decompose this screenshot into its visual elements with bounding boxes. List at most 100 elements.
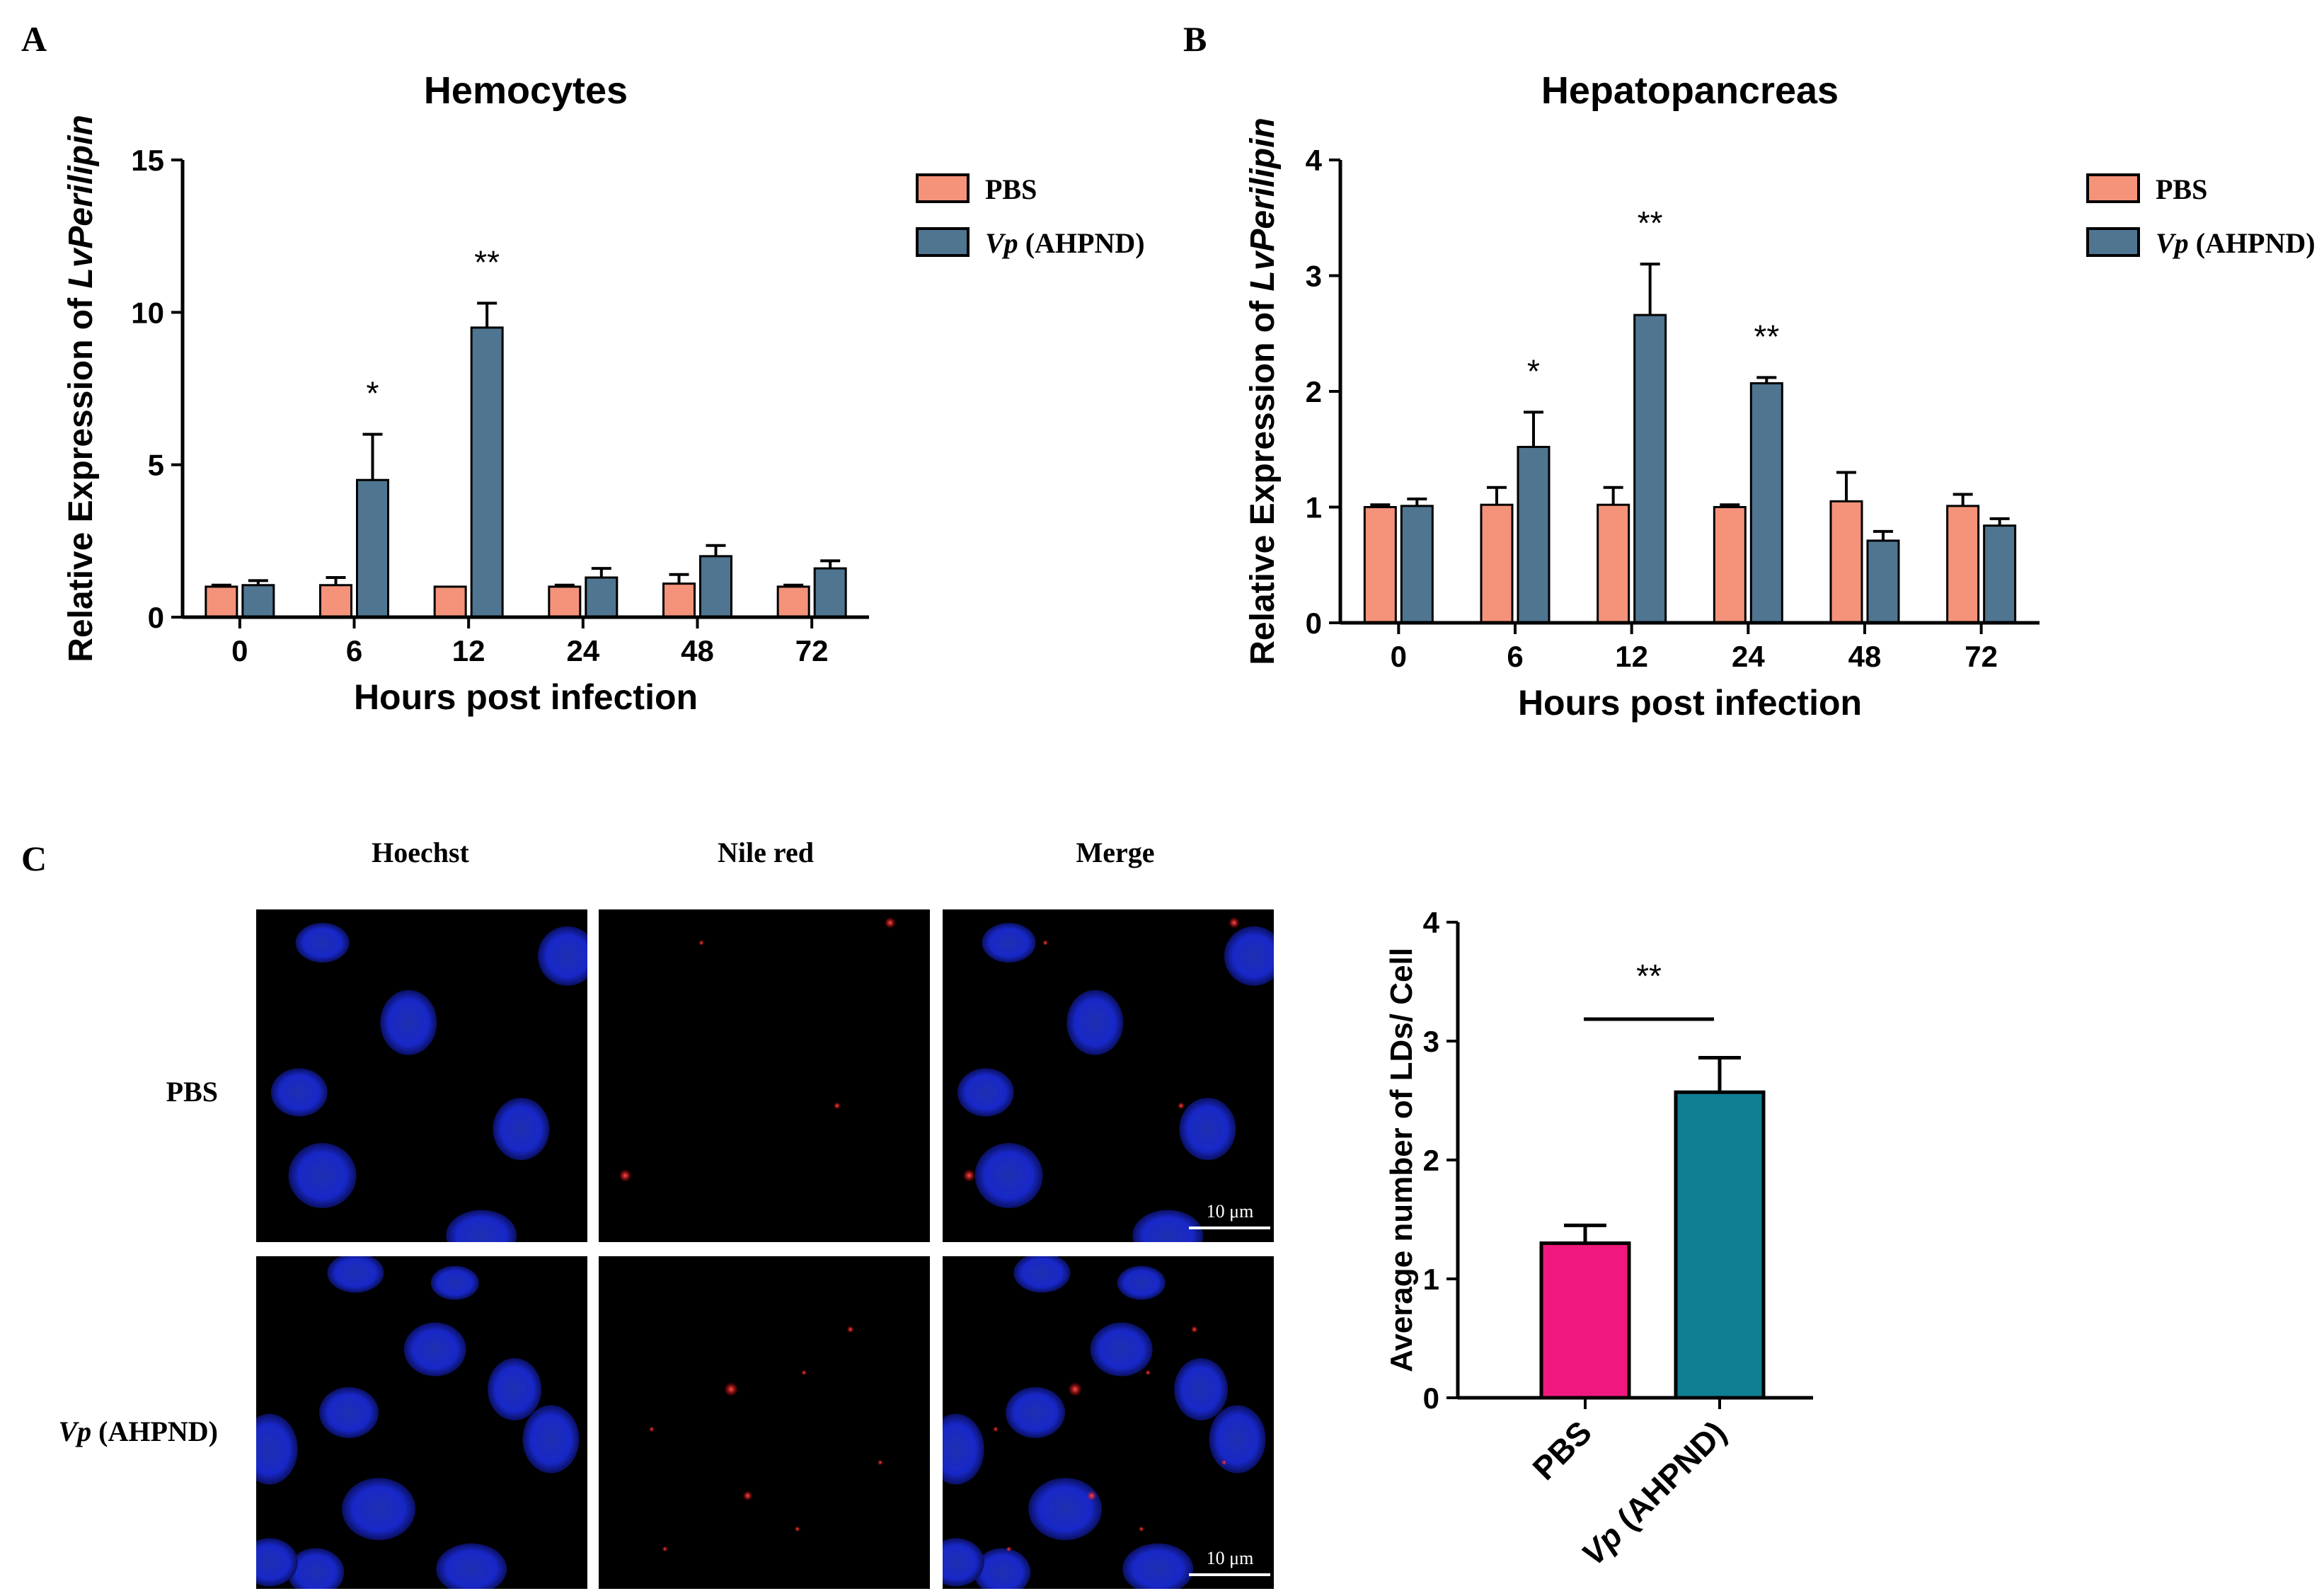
lipid-droplet [1221,1459,1227,1466]
hepatopancreas-xtick-label-48: 48 [1848,640,1882,673]
hepatopancreas-sig-6: * [1527,352,1540,389]
nucleus [288,1143,357,1208]
hepatopancreas-title: Hepatopancreas [1541,69,1839,112]
hepatopancreas-ylabel-gene: LvPerilipin [1244,117,1282,291]
panel-label-c: C [21,839,47,878]
hepatopancreas-bar-pbs-72 [1946,505,1980,624]
hemocytes-bar-pbs-72 [776,585,810,619]
row-label-vp: Vp (AHPND) [58,1415,218,1447]
hepatopancreas-legend-vp-italic: Vp [2156,227,2189,259]
nucleus [1224,926,1274,986]
hemocytes-legend-swatch-vp [916,227,970,257]
nucleus [1066,989,1124,1055]
nucleus [488,1358,542,1420]
hepatopancreas-ytick-label-0: 0 [1306,607,1322,640]
nucleus [436,1543,507,1589]
micrograph-pbs-nile-red [599,909,930,1242]
nucleus [380,989,437,1055]
lipid-droplet [1145,1369,1151,1376]
hemocytes-xtick-label-24: 24 [566,634,599,667]
lipid-droplet [992,1426,999,1432]
hepatopancreas-bar-vp-0 [1400,505,1434,624]
lipid-droplet [1068,1382,1083,1396]
row-label-vp-italic: Vp [58,1415,91,1447]
hepatopancreas-ytick-label-1: 1 [1306,491,1322,524]
hemocytes-bar-pbs-48 [662,582,696,619]
hepatopancreas-bar-vp-6 [1517,445,1551,624]
nucleus [982,923,1036,963]
nucleus [1117,1265,1166,1300]
hemocytes-ytick-label-0: 0 [148,601,164,634]
hemocytes-legend-label-pbs: PBS [985,173,1037,205]
hepatopancreas-sig-24: ** [1754,318,1779,355]
nucleus [493,1098,550,1161]
hemocytes-legend-label-vp: Vp (AHPND) [985,227,1145,259]
nucleus [430,1265,479,1300]
nucleus [1013,1256,1071,1293]
nucleus [1122,1543,1194,1589]
hemocytes-bar-vp-24 [585,576,619,619]
hepatopancreas-legend-label-vp: Vp (AHPND) [2156,227,2316,259]
lipid-droplet [1228,917,1240,929]
hepatopancreas-bar-pbs-24 [1713,506,1747,624]
nucleus [1209,1405,1266,1474]
hepatopancreas-bar-pbs-0 [1363,506,1397,624]
hemocytes-bar-pbs-12 [433,585,467,619]
hemocytes-xtick-label-6: 6 [346,634,362,667]
lds-sig-label: ** [1636,958,1662,994]
hepatopancreas-ytick-label-3: 3 [1306,260,1322,293]
lipid-droplet [1086,1491,1097,1501]
lipid-droplet [801,1369,807,1376]
nucleus [943,1413,984,1485]
hepatopancreas-xtick-label-12: 12 [1615,640,1648,673]
hemocytes-legend-vp-italic: Vp [985,227,1018,259]
hepatopancreas-legend-swatch-vp [2086,227,2140,257]
lipid-droplet [742,1491,753,1501]
nucleus [295,923,350,963]
nucleus [270,1068,328,1117]
hemocytes-sig-12: ** [474,243,500,280]
panel-label-b: B [1183,19,1207,59]
lipid-droplet [794,1526,800,1532]
lds-bar-vp [1674,1090,1766,1400]
lipid-droplet [662,1546,668,1552]
nucleus [342,1478,416,1541]
hemocytes-legend-swatch-pbs [916,173,970,203]
lipid-droplet [648,1426,655,1432]
micrograph-grid: Hoechst Nile red Merge PBS Vp (AHPND) 10… [58,837,1274,1589]
hepatopancreas-sig-12: ** [1638,205,1663,241]
micrograph-pbs-hoechst [256,909,587,1242]
micrograph-vp-nile-red [599,1256,930,1589]
lds-xtick-label-vp: Vp (AHPND) [1574,1413,1733,1573]
hemocytes-bar-vp-72 [813,567,847,619]
hemocytes-ylabel-prefix: Relative Expression of [62,289,100,662]
hepatopancreas-bar-pbs-12 [1597,503,1630,624]
hemocytes-ylabel-gene: LvPerilipin [62,115,100,288]
nucleus [1006,1386,1066,1438]
nucleus [537,926,587,986]
micrograph-vp-hoechst [256,1256,587,1589]
hepatopancreas-ytick-label-4: 4 [1306,144,1323,177]
lipid-droplet [724,1382,739,1396]
hepatopancreas-ytick-label-2: 2 [1306,375,1322,408]
hepatopancreas-xlabel: Hours post infection [1518,683,1862,723]
lipid-droplet [846,1326,854,1333]
lipid-droplet [833,1102,841,1110]
nucleus [256,1538,298,1587]
hemocytes-xtick-label-72: 72 [795,634,829,667]
hemocytes-bar-vp-0 [241,584,275,619]
lds-bar-pbs [1539,1241,1631,1400]
hemocytes-sig-6: * [367,375,379,412]
col-label-nile-red: Nile red [718,837,814,868]
nucleus [256,1413,298,1485]
lipid-droplet [1042,940,1049,946]
lds-ylabel: Average number of LDs/ Cell [1384,948,1419,1372]
hemocytes-legend-vp-rest: (AHPND) [1018,227,1145,259]
hepatopancreas-xtick-label-72: 72 [1965,640,1998,673]
hemocytes-ytick-label-10: 10 [131,296,164,329]
nucleus [974,1143,1043,1208]
micrograph-pbs-merge [943,909,1274,1242]
lipid-droplet [1177,1102,1185,1110]
